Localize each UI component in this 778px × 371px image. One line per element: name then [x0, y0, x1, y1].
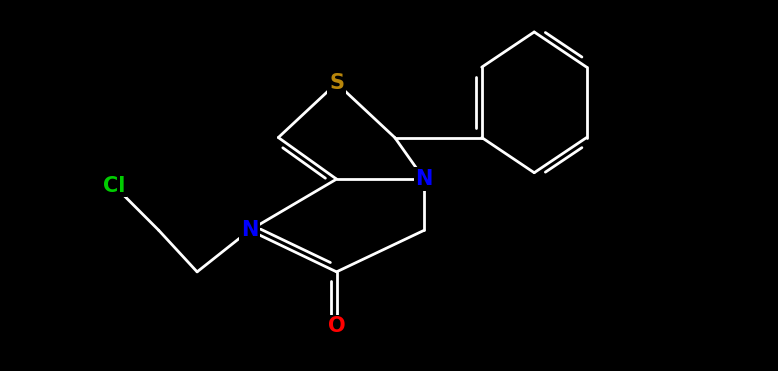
Text: N: N [241, 220, 258, 240]
Text: Cl: Cl [103, 175, 125, 196]
Text: N: N [415, 169, 433, 189]
Text: S: S [329, 73, 344, 93]
Text: O: O [328, 316, 345, 336]
